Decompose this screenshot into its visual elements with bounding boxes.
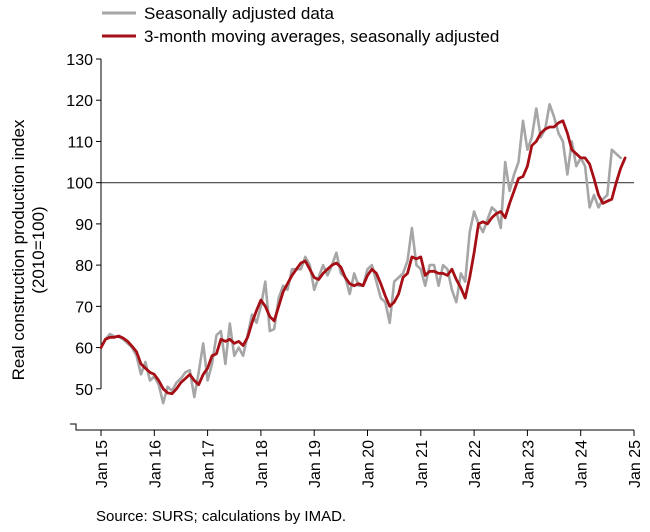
y-tick-label: 80 (75, 258, 93, 275)
axis-break-mark (70, 423, 84, 431)
y-tick-label: 100 (66, 176, 93, 193)
series-line-seasonally-adjusted (99, 103, 623, 405)
x-tick-label: Jan 15 (94, 440, 111, 488)
y-axis-title-line2: (2010=100) (29, 206, 48, 293)
y-tick-label: 120 (66, 93, 93, 110)
x-tick-label: Jan 23 (520, 440, 537, 488)
y-axis-title: Real construction production index (2010… (9, 119, 48, 380)
legend-label-moving-average: 3-month moving averages, seasonally adju… (144, 27, 499, 46)
y-axis-title-line1: Real construction production index (9, 119, 28, 380)
y-tick-label: 130 (66, 52, 93, 69)
series-layer (99, 103, 627, 405)
x-tick-label: Jan 17 (201, 440, 218, 488)
legend-label-seasonally-adjusted: Seasonally adjusted data (144, 4, 335, 23)
x-tick-label: Jan 18 (254, 440, 271, 488)
y-tick-label: 110 (67, 134, 93, 151)
legend: Seasonally adjusted data 3-month moving … (102, 4, 499, 46)
x-tick-label: Jan 21 (414, 440, 431, 488)
y-axis-ticks: 50 60 70 80 90 100 110 120 130 (66, 52, 101, 399)
series-line-moving-average (99, 119, 627, 396)
y-tick-label: 90 (75, 217, 93, 234)
x-axis-ticks: Jan 15 Jan 16 Jan 17 Jan 18 Jan 19 Jan 20 Jan … (94, 430, 644, 488)
x-tick-label: Jan 22 (467, 440, 484, 488)
y-tick-label: 70 (75, 299, 93, 316)
x-tick-label: Jan 24 (574, 440, 591, 488)
x-tick-label: Jan 20 (361, 440, 378, 488)
x-tick-label: Jan 25 (627, 440, 644, 488)
x-tick-label: Jan 16 (147, 440, 164, 488)
y-tick-label: 60 (75, 341, 93, 358)
y-tick-label: 50 (75, 382, 93, 399)
source-note: Source: SURS; calculations by IMAD. (96, 508, 347, 525)
x-tick-label: Jan 19 (307, 440, 324, 488)
